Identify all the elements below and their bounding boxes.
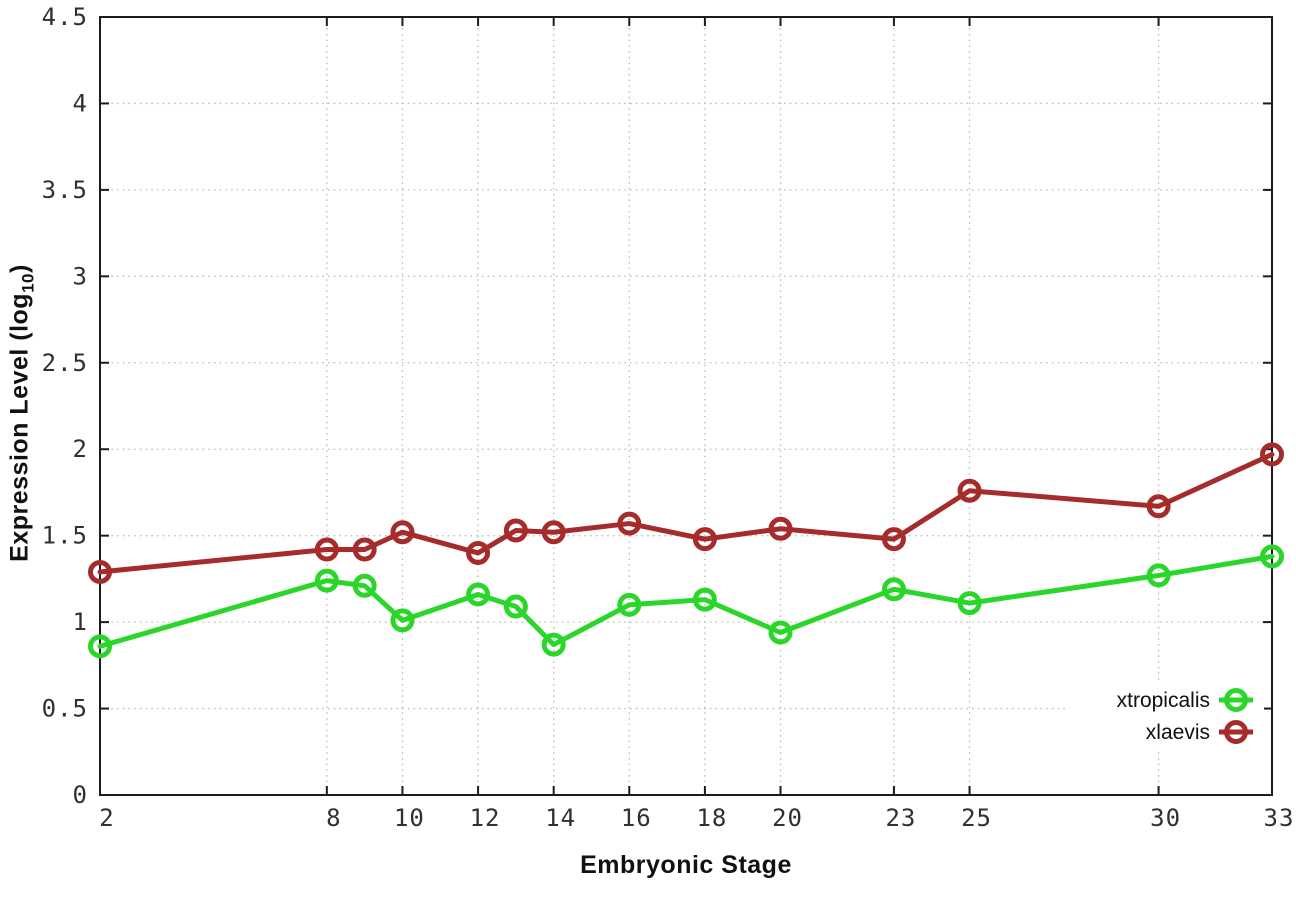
data-point-xtropicalis bbox=[617, 592, 642, 617]
x-tick-label: 30 bbox=[1150, 804, 1181, 832]
data-point-xtropicalis bbox=[503, 594, 528, 619]
data-point-xtropicalis bbox=[768, 620, 793, 645]
data-point-xlaevis bbox=[1146, 494, 1171, 519]
grid bbox=[100, 17, 1272, 795]
y-axis-title-subscript: 10 bbox=[18, 272, 38, 293]
legend-label-xtropicalis: xtropicalis bbox=[1117, 689, 1210, 712]
x-tick-label: 2 bbox=[99, 804, 114, 832]
x-axis-title: Embryonic Stage bbox=[580, 851, 792, 879]
y-tick-label: 3 bbox=[73, 262, 88, 290]
data-point-xtropicalis bbox=[352, 573, 377, 598]
y-axis-title-close: ) bbox=[5, 264, 34, 273]
y-tick-label: 2 bbox=[73, 435, 88, 463]
y-tick-label: 1.5 bbox=[42, 522, 88, 550]
x-tick-label: 16 bbox=[621, 804, 652, 832]
data-point-xlaevis bbox=[466, 540, 491, 565]
x-tick-label: 12 bbox=[470, 804, 501, 832]
x-tick-label: 33 bbox=[1264, 804, 1295, 832]
x-tick-label: 14 bbox=[545, 804, 576, 832]
y-tick-label: 3.5 bbox=[42, 176, 88, 204]
legend-label-xlaevis: xlaevis bbox=[1146, 721, 1210, 744]
y-tick-label: 0 bbox=[73, 781, 88, 809]
data-point-xlaevis bbox=[617, 511, 642, 536]
data-point-xlaevis bbox=[503, 518, 528, 543]
series-xtropicalis bbox=[88, 544, 1284, 659]
y-axis-title: Expression Level (log10) bbox=[6, 264, 39, 562]
data-point-xtropicalis bbox=[314, 568, 339, 593]
data-point-xtropicalis bbox=[390, 608, 415, 633]
plot-border bbox=[99, 16, 1273, 796]
axes bbox=[99, 16, 1273, 796]
x-tick-label: 25 bbox=[961, 804, 992, 832]
series-xlaevis bbox=[88, 442, 1284, 584]
data-point-xlaevis bbox=[352, 537, 377, 562]
data-point-xlaevis bbox=[88, 559, 112, 584]
y-tick-label: 1 bbox=[73, 608, 88, 636]
data-point-xtropicalis bbox=[466, 582, 491, 607]
y-tick-label: 4 bbox=[73, 89, 88, 117]
data-point-xlaevis bbox=[314, 537, 339, 562]
y-tick-label: 4.5 bbox=[42, 3, 88, 31]
data-point-xlaevis bbox=[692, 527, 717, 552]
data-point-xlaevis bbox=[768, 516, 793, 541]
x-tick-label: 8 bbox=[326, 804, 341, 832]
data-point-xlaevis bbox=[957, 478, 982, 503]
x-tick-label: 20 bbox=[772, 804, 803, 832]
y-axis-title-text: Expression Level (log bbox=[5, 292, 34, 562]
data-point-xlaevis bbox=[390, 520, 415, 545]
x-tick-label: 10 bbox=[394, 804, 425, 832]
legend-marker-xlaevis bbox=[1224, 720, 1248, 744]
data-point-xtropicalis bbox=[1146, 563, 1171, 588]
data-point-xtropicalis bbox=[881, 577, 906, 602]
data-point-xtropicalis bbox=[88, 634, 112, 659]
series-line-xtropicalis bbox=[97, 553, 1275, 649]
legend: xtropicalis xlaevis bbox=[1066, 682, 1264, 748]
tick-labels: 0 0.5 1 1.5 2 2.5 3 3.5 4 4.5 2 8 10 12 14 16 18 20 23 25 30… bbox=[42, 3, 1295, 832]
data-point-xtropicalis bbox=[957, 591, 982, 616]
y-tick-label: 2.5 bbox=[42, 349, 88, 377]
data-point-xtropicalis bbox=[1260, 544, 1284, 569]
series-line-xlaevis bbox=[97, 451, 1275, 575]
x-tick-label: 18 bbox=[696, 804, 727, 832]
y-tick-label: 0.5 bbox=[42, 695, 88, 723]
x-tick-label: 23 bbox=[885, 804, 916, 832]
legend-marker-xtropicalis bbox=[1224, 688, 1248, 712]
data-point-xlaevis bbox=[541, 520, 566, 545]
data-point-xtropicalis bbox=[692, 587, 717, 612]
data-point-xlaevis bbox=[881, 527, 906, 552]
data-point-xlaevis bbox=[1260, 442, 1284, 467]
data-point-xtropicalis bbox=[541, 632, 566, 657]
